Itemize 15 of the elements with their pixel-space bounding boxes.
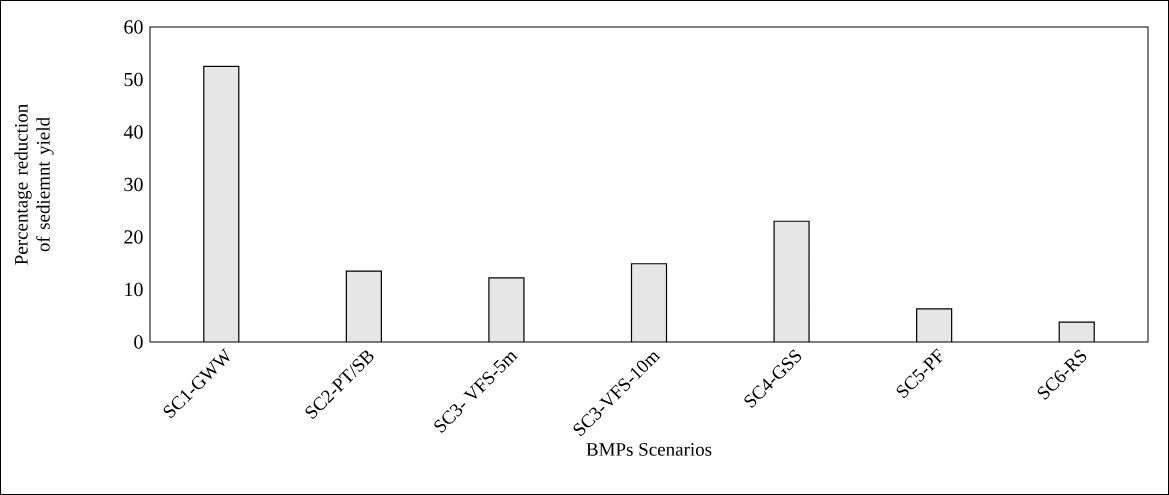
bar bbox=[488, 277, 525, 342]
y-tick-label: 20 bbox=[124, 230, 143, 244]
bar bbox=[345, 270, 382, 342]
bar bbox=[916, 308, 953, 342]
x-axis-title: BMPs Scenarios bbox=[586, 443, 712, 456]
bar bbox=[203, 65, 240, 342]
y-tick-label: 40 bbox=[123, 125, 143, 139]
y-tick-label: 30 bbox=[124, 177, 143, 192]
y-tick-label: 10 bbox=[125, 282, 143, 297]
y-axis-title: Percentage reduction of sediemnt yield bbox=[14, 104, 54, 265]
bar bbox=[630, 263, 668, 342]
bar bbox=[773, 220, 810, 342]
y-tick-label: 0 bbox=[134, 335, 143, 349]
y-tick-label: 50 bbox=[124, 72, 143, 87]
y-tick-label: 60 bbox=[124, 20, 143, 34]
